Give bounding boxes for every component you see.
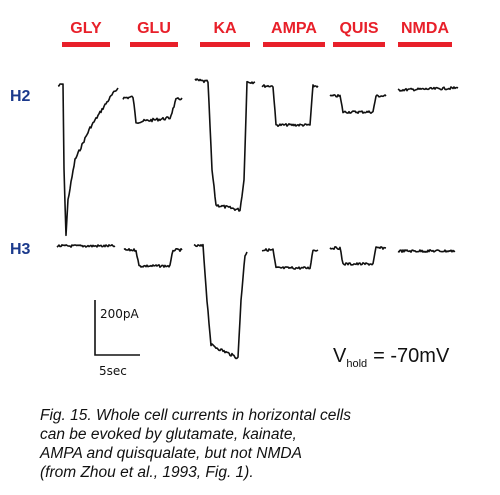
current-trace	[261, 248, 319, 270]
current-trace	[397, 249, 456, 253]
application-bar	[263, 42, 325, 47]
current-trace	[122, 95, 183, 124]
scale-time: 5sec	[99, 364, 127, 378]
application-bar	[62, 42, 110, 47]
current-trace	[329, 94, 387, 114]
traces	[56, 78, 459, 360]
current-trace	[123, 248, 183, 268]
row-label: H2	[10, 88, 31, 105]
current-trace	[193, 243, 248, 360]
application-bar	[130, 42, 178, 47]
current-trace	[261, 84, 319, 127]
agonist-label: AMPA	[271, 20, 317, 37]
agonist-label: NMDA	[401, 20, 449, 37]
value: = -70mV	[373, 345, 450, 367]
holding-potential: Vhold = -70mV	[333, 345, 450, 370]
agonist-label: GLY	[70, 20, 102, 37]
application-bar	[398, 42, 452, 47]
scale-bar	[94, 300, 140, 356]
current-trace	[194, 78, 256, 212]
subscript: hold	[346, 358, 367, 370]
agonist-label: QUIS	[339, 20, 378, 37]
scale-current: 200pA	[100, 307, 140, 321]
agonist-labels: GLY GLU KA AMPA QUIS NMDA	[62, 20, 452, 47]
caption-line: can be evoked by glutamate, kainate,	[40, 426, 297, 443]
agonist-label: KA	[213, 20, 237, 37]
caption-line: (from Zhou et al., 1993, Fig. 1).	[40, 464, 254, 481]
current-trace	[397, 86, 459, 92]
current-trace	[57, 83, 119, 237]
current-trace	[56, 244, 116, 248]
symbol: V	[333, 345, 347, 367]
caption-line: Fig. 15. Whole cell currents in horizont…	[40, 407, 351, 424]
row-label: H3	[10, 241, 31, 258]
application-bar	[333, 42, 385, 47]
application-bar	[200, 42, 250, 47]
current-trace	[329, 246, 387, 266]
caption-line: AMPA and quisqualate, but not NMDA	[39, 445, 302, 462]
agonist-label: GLU	[137, 20, 171, 37]
